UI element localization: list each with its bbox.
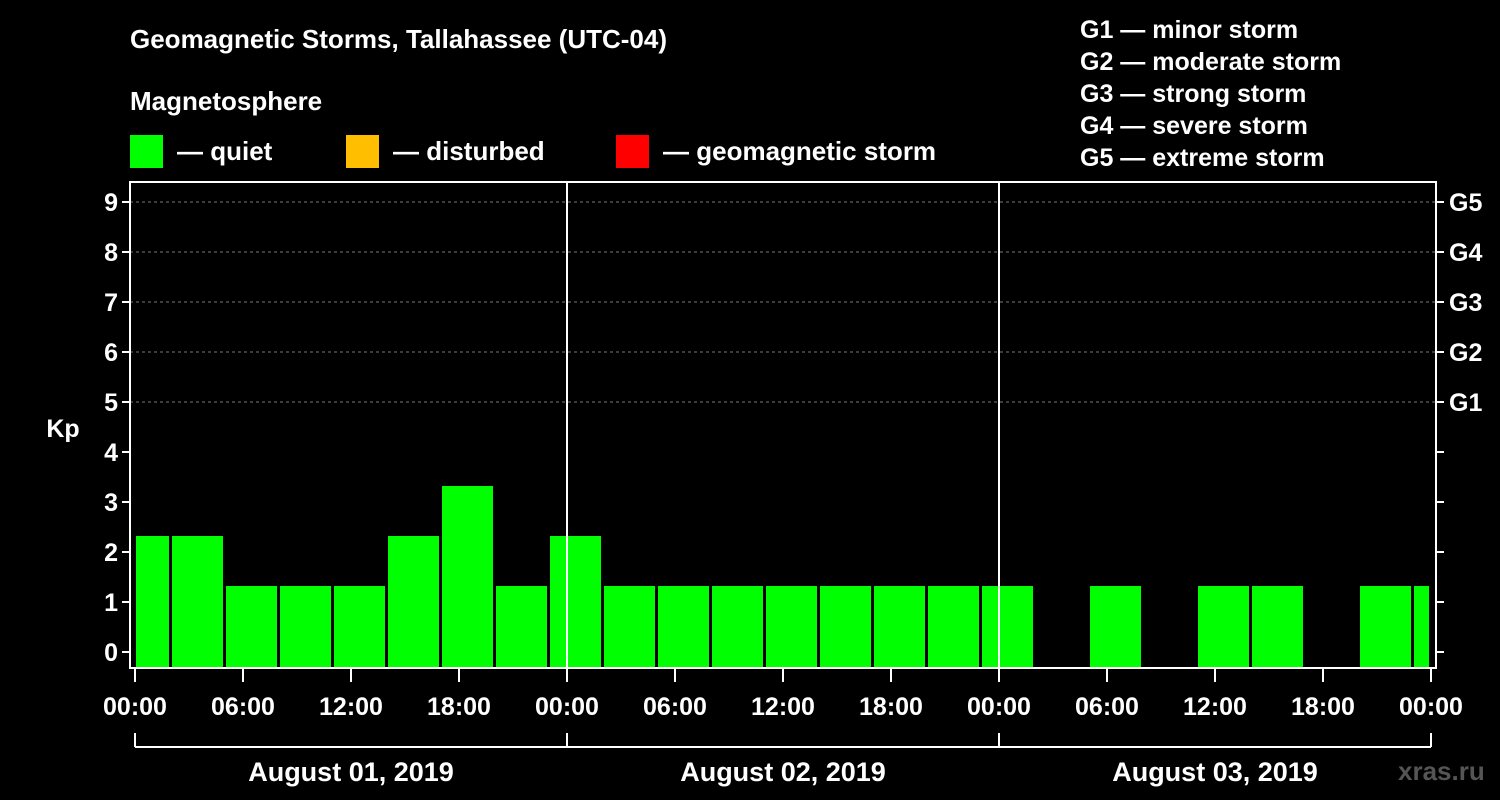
legend-item-disturbed: — disturbed (346, 134, 545, 168)
xtick-label-10: 12:00 (1183, 693, 1247, 721)
watermark: xras.ru (1398, 756, 1485, 786)
xtick-label-2: 12:00 (319, 693, 383, 721)
legend-swatch-disturbed (346, 134, 379, 168)
xtick-label-9: 06:00 (1075, 693, 1139, 721)
ytick-label-7: 7 (104, 289, 118, 317)
xtick-label-12: 00:00 (1399, 693, 1463, 721)
ytick-label-8: 8 (104, 239, 118, 267)
y-axis-label: Kp (46, 415, 79, 443)
ytick-label-1: 1 (104, 589, 118, 617)
bar-6 (442, 486, 493, 668)
bar-10 (658, 586, 709, 668)
chart-title: Geomagnetic Storms, Tallahassee (UTC-04) (130, 24, 668, 54)
right-tick-label-G2: G2 (1449, 339, 1482, 367)
day-label-3: August 03, 2019 (1112, 757, 1318, 787)
storm-scale-g2: G2 — moderate storm (1080, 48, 1342, 76)
right-tick-label-G1: G1 (1449, 389, 1482, 417)
xtick-label-0: 00:00 (103, 693, 167, 721)
legend-item-storm: — geomagnetic storm (616, 134, 936, 168)
bar-0 (136, 536, 169, 668)
bar-9 (604, 586, 655, 668)
legend-label-disturbed: — disturbed (393, 135, 545, 166)
bar-12 (766, 586, 817, 668)
xtick-label-6: 12:00 (751, 693, 815, 721)
bar-14 (874, 586, 925, 668)
legend-item-quiet: — quiet (130, 134, 272, 168)
right-tick-label-G3: G3 (1449, 289, 1482, 317)
ytick-label-6: 6 (104, 339, 118, 367)
storm-scale-g3: G3 — strong storm (1080, 80, 1307, 108)
bar-11 (712, 586, 763, 668)
bar-1 (172, 536, 223, 668)
xtick-label-5: 06:00 (643, 693, 707, 721)
bar-16 (982, 586, 1033, 668)
xtick-label-1: 06:00 (211, 693, 275, 721)
storm-scale-legend: G1 — minor storm G2 — moderate storm G3 … (1080, 14, 1341, 174)
storm-scale-g1: G1 — minor storm (1080, 16, 1299, 44)
ytick-label-9: 9 (104, 189, 118, 217)
xtick-label-11: 18:00 (1291, 693, 1355, 721)
legend-swatch-quiet (130, 134, 163, 168)
bar-2 (226, 586, 277, 668)
right-tick-label-G4: G4 (1449, 239, 1482, 267)
bar-15 (928, 586, 979, 668)
bar-17 (1090, 586, 1141, 668)
bar-5 (388, 536, 439, 668)
bar-8 (550, 536, 601, 668)
ytick-label-0: 0 (104, 639, 118, 667)
ytick-label-4: 4 (104, 439, 118, 467)
bar-18 (1198, 586, 1249, 668)
day-label-1: August 01, 2019 (248, 757, 454, 787)
xtick-label-4: 00:00 (535, 693, 599, 721)
xtick-label-8: 00:00 (967, 693, 1031, 721)
bar-20 (1360, 586, 1411, 668)
bar-7 (496, 586, 547, 668)
storm-scale-g5: G5 — extreme storm (1080, 144, 1325, 172)
day-label-2: August 02, 2019 (680, 757, 886, 787)
ytick-label-3: 3 (104, 489, 118, 517)
bar-21 (1414, 586, 1429, 668)
legend-subtitle: Magnetosphere (130, 86, 323, 116)
bar-4 (334, 586, 385, 668)
ytick-label-2: 2 (104, 539, 118, 567)
storm-scale-g4: G4 — severe storm (1080, 112, 1308, 140)
xtick-label-7: 18:00 (859, 693, 923, 721)
legend-swatch-storm (616, 134, 649, 168)
legend-label-quiet: — quiet (177, 135, 273, 166)
bar-13 (820, 586, 871, 668)
bar-19 (1252, 586, 1303, 668)
bar-3 (280, 586, 331, 668)
right-tick-label-G5: G5 (1449, 189, 1482, 217)
ytick-label-5: 5 (104, 389, 118, 417)
xtick-label-3: 18:00 (427, 693, 491, 721)
legend-label-storm: — geomagnetic storm (663, 135, 937, 166)
